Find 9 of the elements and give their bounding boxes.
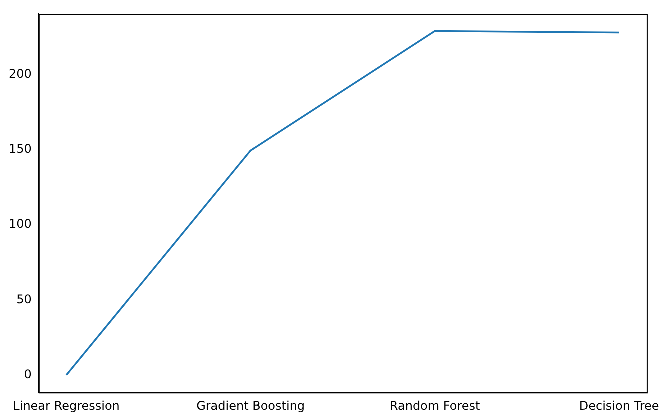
x-tick-label: Decision Tree [579, 398, 660, 413]
y-tick-label: 50 [16, 292, 32, 306]
y-tick-label: 150 [9, 142, 32, 156]
x-tick-label: Gradient Boosting [196, 398, 306, 413]
x-tick-label: Linear Regression [13, 398, 120, 413]
y-tick-label: 200 [9, 66, 32, 81]
y-tick-label: 0 [24, 367, 32, 382]
x-tick-label: Random Forest [390, 398, 481, 413]
y-tick-label: 100 [9, 217, 32, 232]
